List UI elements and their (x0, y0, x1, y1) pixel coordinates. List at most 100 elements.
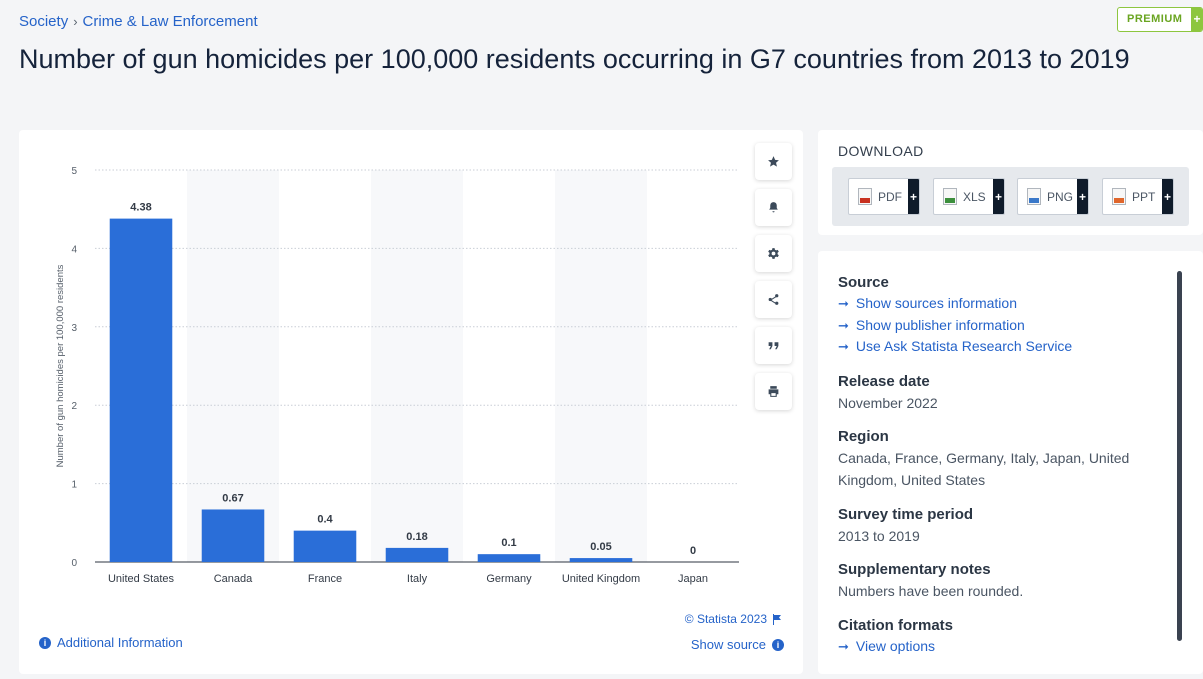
info-icon: i (39, 636, 51, 649)
statista-copyright[interactable]: © Statista 2023 (685, 612, 782, 626)
download-png-button[interactable]: PNG + (1017, 178, 1089, 215)
bell-icon (769, 202, 778, 213)
view-options-label: View options (855, 638, 936, 654)
data-label: 0.05 (590, 541, 611, 553)
show-publisher-link[interactable]: ➞ Show publisher information (838, 315, 1072, 337)
survey-period-heading: Survey time period (838, 506, 974, 523)
show-source-label: Show source (690, 637, 766, 652)
premium-plus: + (1191, 8, 1203, 31)
breadcrumb-separator: › (73, 14, 78, 29)
additional-information-link[interactable]: i Additional Information (39, 635, 183, 650)
show-sources-link[interactable]: ➞ Show sources information (838, 293, 1072, 315)
release-date-heading: Release date (838, 373, 930, 390)
cite-button[interactable] (755, 327, 792, 364)
data-label: 0.18 (406, 531, 427, 543)
print-button[interactable] (755, 373, 792, 410)
info-icon: i (772, 638, 784, 651)
y-tick-label: 4 (71, 244, 77, 255)
star-icon (768, 156, 779, 167)
arrow-right-icon: ➞ (838, 296, 849, 311)
download-png-label: PNG (1047, 189, 1074, 204)
y-tick-label: 2 (71, 401, 77, 412)
download-png-plus: + (1077, 179, 1088, 214)
citation-heading: Citation formats (838, 617, 954, 634)
share-button[interactable] (755, 281, 792, 318)
arrow-right-icon: ➞ (838, 339, 849, 354)
bar-france (293, 530, 357, 562)
x-tick-label: Germany (486, 573, 532, 585)
bar-united-states (109, 218, 173, 562)
chart-band (371, 170, 463, 562)
download-ppt-button[interactable]: PPT + (1102, 178, 1174, 215)
x-tick-label: Japan (678, 573, 708, 585)
arrow-right-icon: ➞ (838, 317, 849, 333)
download-pdf-button[interactable]: PDF + (848, 178, 920, 215)
page-title: Number of gun homicides per 100,000 resi… (19, 44, 1130, 74)
breadcrumb-crime-law[interactable]: Crime & Law Enforcement (82, 13, 258, 30)
download-pdf-plus: + (908, 179, 919, 214)
chart-band (555, 170, 647, 562)
breadcrumb: Society › Crime & Law Enforcement (19, 13, 258, 30)
favorite-button[interactable] (755, 143, 792, 180)
chart-card: 0 1 2 3 4 5 Number of gun homicides per 100,00… (19, 130, 803, 674)
gear-icon (768, 248, 779, 259)
survey-period-section: Survey time period 2013 to 2019 (838, 505, 973, 547)
data-label: 0.4 (317, 514, 333, 526)
pdf-file-icon (858, 188, 872, 205)
survey-period-value: 2013 to 2019 (838, 528, 920, 544)
bar-canada (201, 509, 265, 562)
data-label: 0.1 (501, 537, 516, 549)
breadcrumb-society[interactable]: Society (19, 13, 69, 30)
y-axis-label: Number of gun homicides per 100,000 resi… (55, 264, 66, 467)
region-value-line2: Kingdom, United States (838, 472, 986, 488)
download-ppt-label: PPT (1132, 189, 1156, 204)
region-heading: Region (838, 428, 889, 445)
release-date-section: Release date November 2022 (838, 372, 938, 414)
print-icon (768, 386, 779, 397)
ask-statista-link[interactable]: ➞ Use Ask Statista Research Service (838, 336, 1072, 358)
source-section: Source ➞ Show sources information ➞ Show p… (838, 273, 1072, 358)
supplementary-notes-value: Numbers have been rounded. (838, 583, 1024, 599)
source-heading: Source (838, 274, 889, 291)
details-scrollbar[interactable] (1177, 271, 1182, 641)
citation-section: Citation formats ➞ View options (838, 616, 953, 658)
statistic-details-card: Source ➞ Show sources information ➞ Show p… (818, 251, 1203, 674)
show-sources-label: Show sources information (855, 295, 1017, 311)
y-tick-label: 1 (71, 480, 77, 491)
bar-italy (385, 547, 449, 562)
notification-button[interactable] (755, 189, 792, 226)
y-tick-label: 0 (71, 558, 77, 569)
bar-chart: 0 1 2 3 4 5 Number of gun homicides per 100,00… (55, 166, 739, 585)
data-label: 0 (690, 545, 696, 557)
region-section: Region Canada, France, Germany, Italy, J… (838, 427, 1129, 491)
chart-band (187, 170, 279, 562)
y-tick-label: 3 (71, 323, 77, 334)
bar-germany (477, 554, 541, 562)
download-xls-label: XLS (963, 189, 986, 204)
download-card: DOWNLOAD PDF + XLS + PNG + PPT + (818, 130, 1203, 235)
additional-information-label: Additional Information (57, 635, 183, 650)
settings-button[interactable] (755, 235, 792, 272)
supplementary-notes-section: Supplementary notes Numbers have been ro… (838, 560, 1023, 602)
download-xls-button[interactable]: XLS + (933, 178, 1005, 215)
xls-file-icon (943, 188, 957, 205)
ask-statista-label: Use Ask Statista Research Service (855, 338, 1073, 354)
data-label: 4.38 (130, 202, 151, 214)
show-source-link[interactable]: Show source i (691, 637, 784, 652)
download-ppt-plus: + (1162, 179, 1173, 214)
x-tick-label: United States (108, 573, 175, 585)
region-value-line1: Canada, France, Germany, Italy, Japan, U… (838, 450, 1130, 466)
view-options-link[interactable]: ➞ View options (838, 636, 953, 658)
supplementary-notes-heading: Supplementary notes (838, 561, 991, 578)
premium-badge[interactable]: PREMIUM + (1117, 7, 1203, 32)
bar-united-kingdom (569, 558, 633, 562)
x-tick-label: France (308, 573, 342, 585)
premium-label: PREMIUM (1127, 13, 1183, 25)
y-tick-label: 5 (71, 166, 77, 177)
copyright-text: © Statista 2023 (684, 612, 767, 626)
x-tick-label: Canada (214, 573, 253, 585)
png-file-icon (1027, 188, 1041, 205)
release-date-value: November 2022 (838, 395, 938, 411)
x-tick-label: United Kingdom (562, 573, 640, 585)
download-bar: PDF + XLS + PNG + PPT + (832, 167, 1189, 226)
